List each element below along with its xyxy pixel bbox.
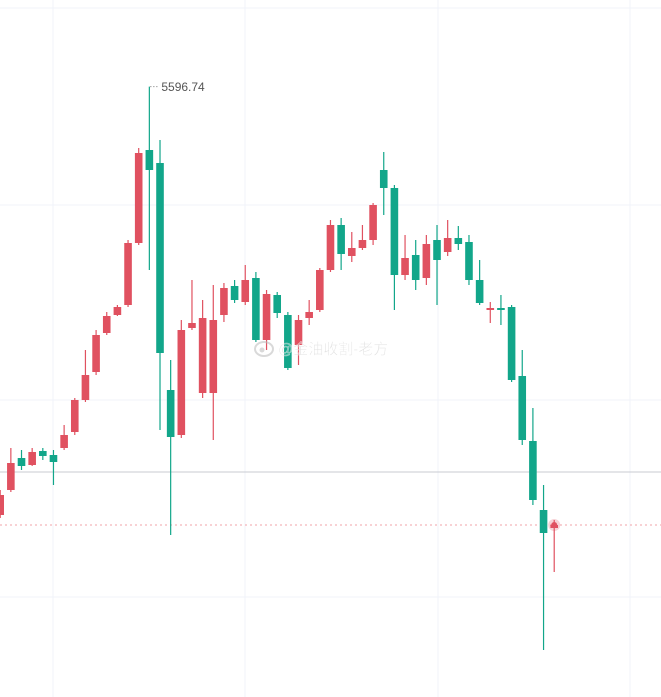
candle-body [284, 315, 292, 368]
candle-body [294, 320, 303, 345]
candle-body [241, 280, 250, 302]
candle-body [529, 441, 537, 500]
candle-body [433, 240, 441, 260]
candle-body [209, 320, 218, 393]
candle-body [198, 318, 207, 393]
candle-body [166, 390, 175, 437]
candle-body [305, 312, 313, 318]
candle-body [422, 244, 431, 278]
candle-body [60, 435, 68, 448]
candle-body [134, 153, 143, 243]
candle-body [177, 330, 186, 435]
candle-body [337, 225, 345, 254]
watermark-icon [254, 341, 274, 357]
candle-body [358, 240, 367, 248]
watermark-icon [259, 347, 265, 353]
candle-body [188, 323, 196, 328]
candle-body [497, 308, 505, 310]
candle-body [262, 294, 271, 340]
candle-body [401, 258, 409, 275]
candle-body [28, 452, 36, 465]
price-dot [551, 522, 558, 528]
candle-body [124, 243, 132, 305]
candle-body [252, 278, 260, 340]
candle-body [220, 288, 228, 315]
high-label: 5596.74 [161, 80, 205, 94]
candle-body [92, 335, 100, 372]
candle-body [326, 225, 335, 270]
candle-body [369, 205, 377, 240]
candle-body [102, 316, 111, 333]
candle-body [390, 188, 399, 275]
candle-body [230, 286, 239, 300]
candles [0, 86, 559, 650]
candle-body [0, 495, 4, 515]
candle-body [273, 295, 282, 313]
candle-body [316, 270, 324, 310]
candle-body [49, 455, 58, 462]
candle-body [81, 375, 90, 400]
candle-body [411, 255, 420, 280]
candle-body [39, 451, 47, 456]
candle-body [465, 242, 473, 280]
candle-body [443, 238, 452, 252]
candle-body [486, 308, 495, 310]
candle-body [475, 280, 484, 303]
candle-body [145, 150, 154, 170]
candle-body [17, 458, 26, 466]
watermark: @金油收割-老方 [254, 341, 389, 358]
candle-body [70, 400, 79, 432]
candle-body [379, 170, 388, 188]
candle-body [156, 163, 164, 353]
candle-body [539, 510, 548, 533]
candle-body [454, 238, 463, 244]
candle-body [347, 248, 356, 256]
candle-body [507, 307, 516, 380]
candle-body [113, 307, 122, 315]
candle-body [518, 376, 527, 440]
watermark-text: @金油收割-老方 [278, 341, 388, 358]
candle-body [7, 463, 15, 490]
